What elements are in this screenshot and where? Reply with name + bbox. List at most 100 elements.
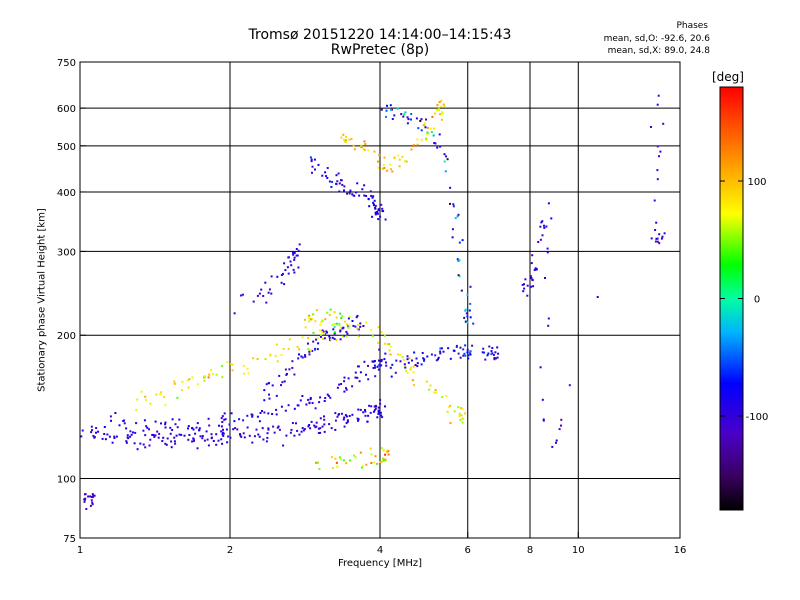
data-point: [285, 434, 288, 437]
data-point: [314, 426, 317, 429]
data-point: [301, 395, 304, 397]
data-point: [437, 109, 440, 112]
data-point: [339, 330, 342, 333]
data-point: [144, 446, 147, 449]
data-point: [178, 418, 181, 421]
data-point: [568, 384, 571, 387]
data-point: [428, 388, 431, 391]
data-point: [269, 354, 272, 357]
data-point: [346, 192, 349, 195]
data-point: [360, 144, 363, 147]
y-tick-label: 600: [57, 104, 76, 115]
data-point: [91, 429, 94, 432]
data-point: [166, 437, 169, 440]
data-point: [291, 366, 294, 369]
data-point: [298, 348, 300, 351]
data-point: [380, 447, 383, 450]
data-point: [368, 404, 371, 407]
data-point: [288, 338, 291, 341]
data-point: [379, 398, 382, 401]
data-point: [405, 369, 407, 372]
data-point: [203, 439, 206, 442]
data-point: [342, 335, 345, 338]
data-point: [171, 429, 174, 431]
data-point: [171, 418, 174, 421]
data-point: [381, 416, 384, 419]
data-point: [81, 429, 84, 432]
data-point: [282, 347, 285, 350]
data-point: [398, 165, 401, 168]
data-point: [410, 113, 413, 115]
data-point: [285, 373, 288, 375]
data-point: [419, 119, 422, 122]
data-point: [369, 447, 372, 450]
data-point: [170, 446, 173, 449]
data-point: [287, 272, 290, 275]
data-point: [103, 433, 106, 435]
data-point: [420, 138, 423, 141]
data-point: [353, 148, 356, 151]
data-point: [331, 467, 334, 469]
data-point: [530, 285, 533, 288]
data-point: [287, 256, 290, 259]
data-point: [351, 385, 354, 388]
data-point: [160, 422, 162, 425]
data-point: [199, 435, 202, 438]
data-point: [258, 292, 261, 295]
data-point: [262, 438, 265, 441]
x-tick-label: 8: [527, 545, 533, 556]
data-point: [158, 432, 161, 435]
data-point: [349, 459, 351, 462]
data-point: [550, 217, 553, 220]
data-point: [469, 285, 472, 288]
data-point: [464, 354, 467, 357]
data-point: [354, 456, 357, 459]
data-point: [242, 419, 245, 422]
data-point: [222, 428, 224, 431]
data-point: [231, 363, 234, 366]
data-point: [173, 382, 176, 385]
data-point: [390, 168, 393, 171]
data-point: [465, 312, 468, 315]
data-point: [399, 354, 402, 356]
data-point: [455, 346, 458, 348]
data-point: [468, 350, 471, 353]
data-point: [366, 420, 369, 423]
data-point: [142, 429, 145, 432]
data-point: [656, 237, 659, 240]
data-point: [284, 368, 287, 371]
data-point: [440, 118, 443, 121]
data-point: [380, 203, 383, 206]
data-point: [276, 360, 279, 363]
data-point: [523, 287, 526, 290]
data-point: [453, 410, 456, 413]
data-point: [316, 336, 319, 339]
data-point: [449, 422, 452, 425]
data-point: [377, 209, 380, 212]
data-point: [342, 326, 345, 329]
chart-title: Tromsø 20151220 14:14:00–14:15:43: [248, 27, 512, 43]
data-point: [360, 146, 363, 148]
data-point: [297, 249, 300, 252]
data-point: [379, 461, 382, 463]
data-point: [241, 293, 244, 296]
data-point: [385, 115, 387, 118]
data-point: [223, 418, 226, 421]
data-point: [368, 205, 371, 208]
data-point: [656, 145, 659, 148]
data-point: [381, 460, 384, 463]
data-point: [320, 321, 323, 323]
data-point: [256, 294, 259, 297]
data-point: [657, 94, 660, 97]
data-point: [364, 409, 366, 411]
data-point: [380, 360, 383, 363]
data-point: [439, 145, 442, 148]
data-point: [387, 450, 390, 453]
data-point: [239, 434, 242, 437]
data-point: [541, 234, 544, 237]
data-point: [347, 325, 350, 328]
data-point: [361, 188, 364, 191]
data-point: [308, 353, 311, 356]
data-point: [358, 334, 361, 337]
data-point: [401, 155, 404, 158]
